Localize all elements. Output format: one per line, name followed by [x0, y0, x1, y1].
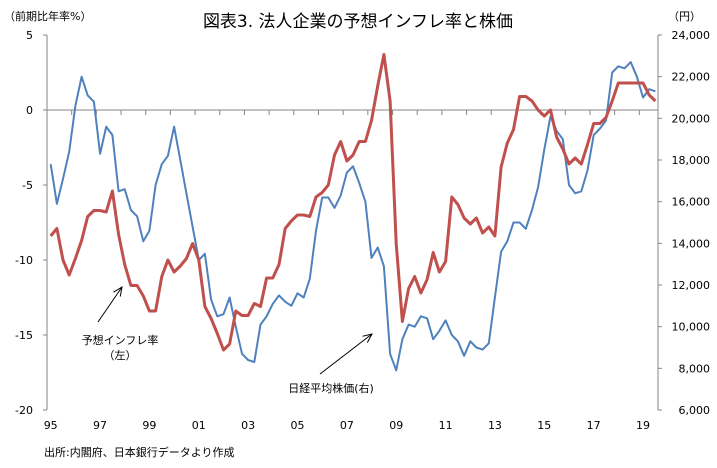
x-axis-tick-label: 17: [587, 419, 601, 432]
right-axis-tick-label: 16,000: [672, 196, 711, 209]
x-axis-tick-label: 09: [389, 419, 403, 432]
x-axis-tick-label: 19: [636, 419, 650, 432]
left-axis-tick-label: 5: [26, 29, 33, 42]
x-axis-tick-label: 07: [340, 419, 354, 432]
right-axis-unit: （円）: [668, 10, 701, 23]
right-axis-tick-label: 8,000: [679, 362, 711, 375]
x-axis-tick-label: 11: [439, 419, 453, 432]
left-axis-tick-label: -15: [15, 329, 33, 342]
right-axis-tick-label: 22,000: [672, 71, 711, 84]
chart-title: 図表3. 法人企業の予想インフレ率と株価: [203, 12, 513, 32]
x-axis-tick-label: 13: [488, 419, 502, 432]
nikkei-stock-price-line: [49, 61, 656, 372]
x-axis-tick-label: 95: [44, 419, 58, 432]
right-axis-tick-label: 10,000: [672, 321, 711, 334]
left-axis-unit: （前期比年率%）: [4, 9, 91, 23]
inflation-annotation-side: （左）: [104, 349, 137, 362]
x-axis-tick-label: 97: [93, 419, 107, 432]
right-axis-tick-label: 20,000: [672, 112, 711, 125]
x-axis-tick-label: 05: [291, 419, 305, 432]
inflation-annotation: 予想インフレ率: [82, 333, 159, 347]
source-note: 出所:内閣府、日本銀行データより作成: [44, 445, 235, 459]
stock-annotation: 日経平均株価(右): [288, 381, 374, 395]
stock-annotation-arrow: [319, 334, 372, 375]
left-axis-tick-label: -10: [15, 254, 33, 267]
inflation-annotation-arrow: [97, 287, 122, 323]
right-axis-tick-label: 18,000: [672, 154, 711, 167]
x-axis-tick-label: 01: [192, 419, 206, 432]
x-axis-tick-label: 99: [142, 419, 156, 432]
inflation-expectation-line: [49, 53, 657, 352]
right-axis-tick-label: 12,000: [672, 279, 711, 292]
right-axis-tick-label: 24,000: [672, 29, 711, 42]
left-axis-tick-label: 0: [26, 104, 33, 117]
right-axis-tick-label: 6,000: [679, 404, 711, 417]
left-axis-tick-label: -5: [22, 179, 33, 192]
x-axis-tick-label: 03: [241, 419, 255, 432]
x-axis-tick-label: 15: [537, 419, 551, 432]
right-axis-tick-label: 14,000: [672, 237, 711, 250]
left-axis-tick-label: -20: [15, 404, 33, 417]
